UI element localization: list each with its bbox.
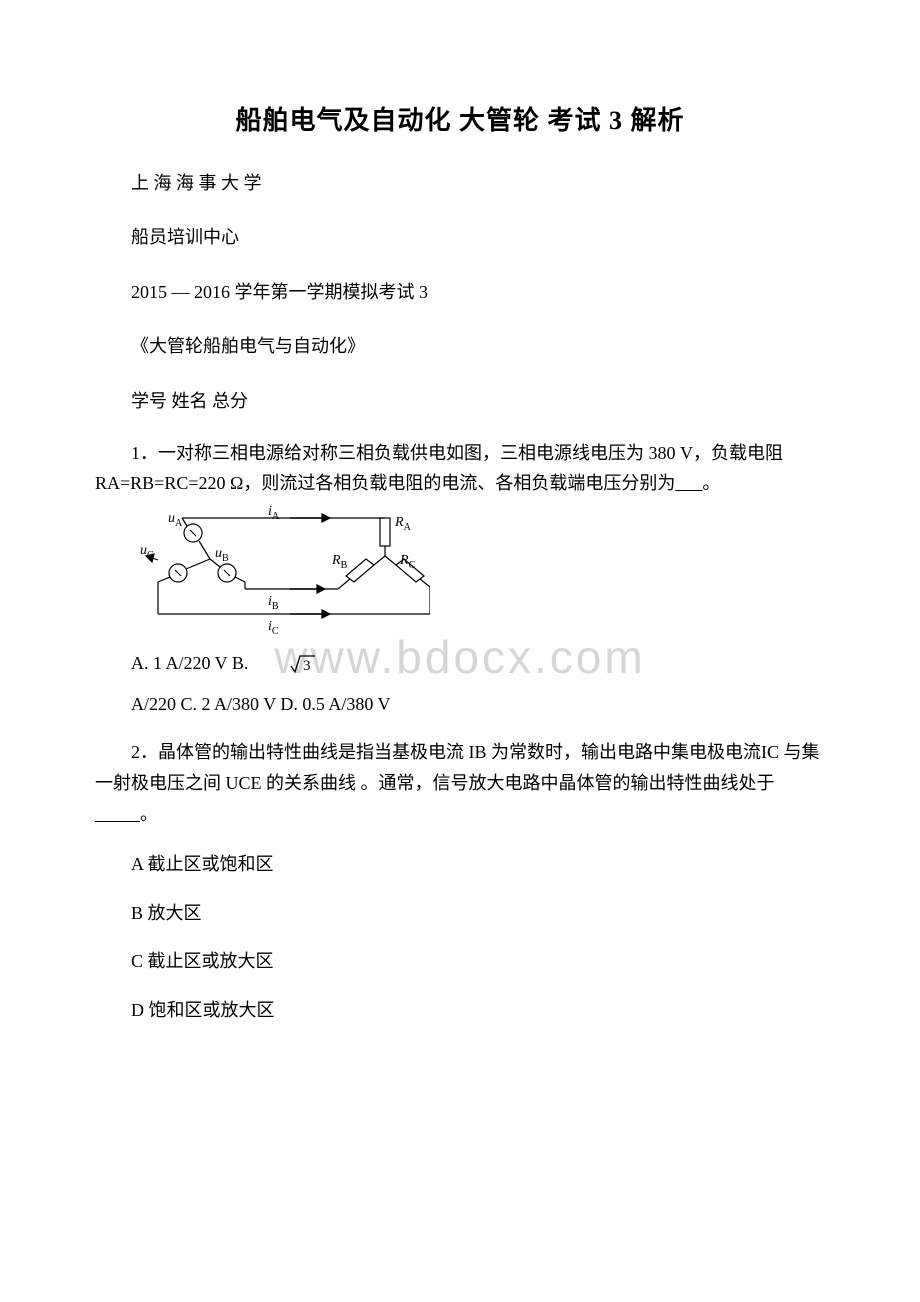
page-title: 船舶电气及自动化 大管轮 考试 3 解析 [95, 100, 825, 137]
header-line-2: 船员培训中心 [95, 221, 825, 253]
question-2-text: 2．晶体管的输出特性曲线是指当基极电流 IB 为常数时，输出电路中集电极电流IC… [95, 737, 825, 829]
svg-text:3: 3 [303, 658, 311, 674]
q1-end: 。 [702, 473, 720, 493]
q1-ans-ab: A. 1 A/220 V B. [131, 653, 253, 673]
svg-text:RC: RC [399, 553, 416, 571]
svg-text:uC: uC [140, 543, 154, 561]
q2-blank [95, 804, 140, 824]
q2-option-d: D 饱和区或放大区 [95, 995, 825, 1026]
header-line-1: 上 海 海 事 大 学 [95, 167, 825, 199]
svg-text:uA: uA [168, 511, 183, 529]
document-content: 船舶电气及自动化 大管轮 考试 3 解析 上 海 海 事 大 学 船员培训中心 … [95, 100, 825, 1026]
svg-text:RB: RB [331, 553, 348, 571]
q1-answers-line2: A/220 C. 2 A/380 V D. 0.5 A/380 V [95, 687, 825, 721]
svg-text:iB: iB [268, 594, 279, 612]
svg-text:RA: RA [394, 515, 412, 533]
q2-body: 2．晶体管的输出特性曲线是指当基极电流 IB 为常数时，输出电路中集电极电流IC… [95, 742, 820, 793]
header-line-3: 2015 — 2016 学年第一学期模拟考试 3 [95, 276, 825, 308]
question-1-text: 1．一对称三相电源给对称三相负载供电如图，三相电源线电压为 380 V，负载电阻… [95, 439, 825, 498]
svg-text:iC: iC [268, 619, 279, 634]
svg-text:uB: uB [215, 546, 229, 564]
q1-blank [675, 473, 702, 493]
q2-option-c: C 截止区或放大区 [95, 946, 825, 977]
header-line-5: 学号 姓名 总分 [95, 385, 825, 417]
circuit-diagram: uA uC uB iA iB iC RA RB RC [140, 504, 825, 639]
svg-text:iA: iA [268, 504, 280, 522]
q2-end: 。 [140, 804, 158, 824]
q2-option-b: B 放大区 [95, 898, 825, 929]
q1-answers-line1: A. 1 A/220 V B. 3 [95, 645, 825, 683]
sqrt-icon: 3 [253, 647, 317, 683]
circuit-svg: uA uC uB iA iB iC RA RB RC [140, 504, 430, 634]
header-line-4: 《大管轮船舶电气与自动化》 [95, 330, 825, 362]
q2-option-a: A 截止区或饱和区 [95, 849, 825, 880]
